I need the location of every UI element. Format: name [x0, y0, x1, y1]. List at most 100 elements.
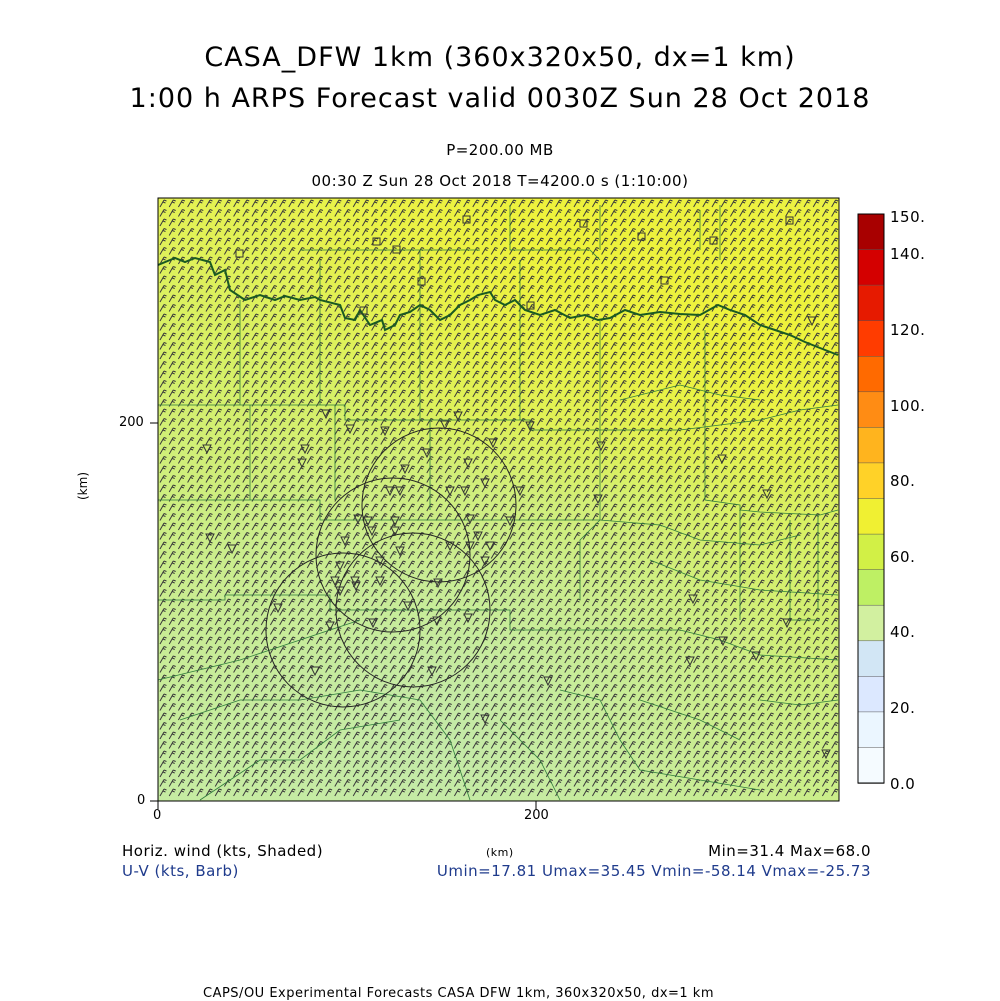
station-triangle — [345, 424, 355, 435]
station-triangle — [363, 516, 373, 527]
station-triangle — [330, 576, 340, 587]
station-triangle — [395, 546, 405, 557]
station-triangle — [351, 581, 361, 592]
colorbar-label: 20. — [890, 699, 916, 717]
station-triangle — [596, 441, 606, 452]
station-triangle — [807, 316, 817, 327]
x-tick-0: 0 — [153, 808, 162, 823]
station-triangle — [762, 489, 772, 500]
station-triangle — [488, 438, 498, 449]
colorbar-swatch — [857, 533, 885, 571]
station-triangle — [593, 494, 603, 505]
y-tick-200: 200 — [119, 415, 144, 430]
station-triangle — [390, 526, 400, 537]
colorbar-label: 120. — [890, 321, 926, 339]
station-triangle — [782, 618, 792, 629]
colorbar-swatch — [857, 427, 885, 464]
station-triangle — [480, 556, 490, 567]
station-triangle — [325, 621, 335, 632]
station-triangle — [473, 531, 483, 542]
colorbar-swatch — [857, 640, 885, 678]
plot-frame — [157, 197, 840, 802]
station-triangle — [480, 714, 490, 725]
station-markers-sq — [235, 215, 794, 315]
station-triangle — [463, 613, 473, 624]
colorbar-label: 150. — [890, 208, 926, 226]
station-triangle — [321, 409, 331, 420]
station-triangle — [480, 478, 490, 489]
legend-shaded: Horiz. wind (kts, Shaded) — [122, 842, 324, 860]
valid-time: 00:30 Z Sun 28 Oct 2018 T=4200.0 s (1:10… — [311, 172, 689, 190]
x-axis-label: (km) — [486, 846, 514, 859]
station-triangle — [205, 533, 215, 544]
station-triangle — [688, 594, 698, 605]
legend-barb: U-V (kts, Barb) — [122, 862, 239, 880]
station-triangle — [432, 616, 442, 627]
station-triangle — [202, 444, 212, 455]
station-triangle — [400, 464, 410, 475]
station-triangle — [751, 651, 761, 662]
colorbar-swatch — [857, 249, 885, 286]
station-triangle — [310, 666, 320, 677]
station-triangle — [821, 749, 831, 760]
station-triangle — [543, 676, 553, 687]
colorbar-label: 100. — [890, 397, 926, 415]
colorbar-swatch — [857, 462, 885, 500]
station-triangle — [368, 618, 378, 629]
state-border — [157, 256, 839, 356]
y-axis-label: (km) — [76, 471, 90, 500]
station-triangle — [433, 578, 443, 589]
station-triangle — [395, 486, 405, 497]
county-lines — [157, 205, 839, 801]
wind-barbs — [159, 199, 839, 797]
colorbar-swatch — [857, 604, 885, 642]
colorbar-label: 80. — [890, 472, 916, 490]
station-triangle — [465, 541, 475, 552]
station-triangle — [460, 486, 470, 497]
colorbar-swatch — [857, 320, 885, 358]
wind-field — [158, 198, 839, 801]
station-triangle — [380, 426, 390, 437]
station-triangle — [385, 486, 395, 497]
x-tick-200: 200 — [524, 808, 549, 823]
colorbar-swatch — [857, 356, 885, 393]
station-triangle — [505, 516, 515, 527]
axis-ticks — [150, 422, 537, 809]
pressure-level: P=200.00 MB — [446, 141, 554, 159]
colorbar-swatch — [857, 747, 885, 784]
station-triangle — [335, 586, 345, 597]
station-triangle — [525, 421, 535, 432]
station-triangle — [440, 420, 450, 431]
station-triangle — [273, 603, 283, 614]
station-triangle — [515, 486, 525, 497]
radar-range-rings — [265, 427, 517, 708]
colorbar-frame — [857, 213, 885, 784]
station-triangle — [353, 514, 363, 525]
colorbar-swatch — [857, 498, 885, 535]
station-triangle — [300, 444, 310, 455]
station-triangle — [717, 454, 727, 465]
colorbar-swatch — [857, 676, 885, 713]
station-triangle — [685, 656, 695, 667]
station-triangle — [375, 556, 385, 567]
station-triangle — [375, 576, 385, 587]
station-triangle — [485, 541, 495, 552]
credit-line: CAPS/OU Experimental Forecasts CASA DFW … — [203, 986, 715, 1001]
station-triangle — [297, 458, 307, 469]
station-triangle — [403, 601, 413, 612]
colorbar-label: 140. — [890, 245, 926, 263]
station-triangle — [718, 636, 728, 647]
station-triangle — [227, 544, 237, 555]
station-triangle — [340, 536, 350, 547]
colorbar-label: 0.0 — [890, 775, 916, 793]
colorbar — [857, 213, 885, 784]
station-triangle — [445, 486, 455, 497]
colorbar-swatch — [857, 711, 885, 749]
colorbar-label: 40. — [890, 623, 916, 641]
plot-title-line2: 1:00 h ARPS Forecast valid 0030Z Sun 28 … — [129, 83, 871, 114]
colorbar-swatch — [857, 213, 885, 251]
colorbar-swatch — [857, 284, 885, 322]
station-triangle — [422, 448, 432, 459]
colorbar-swatch — [857, 391, 885, 429]
